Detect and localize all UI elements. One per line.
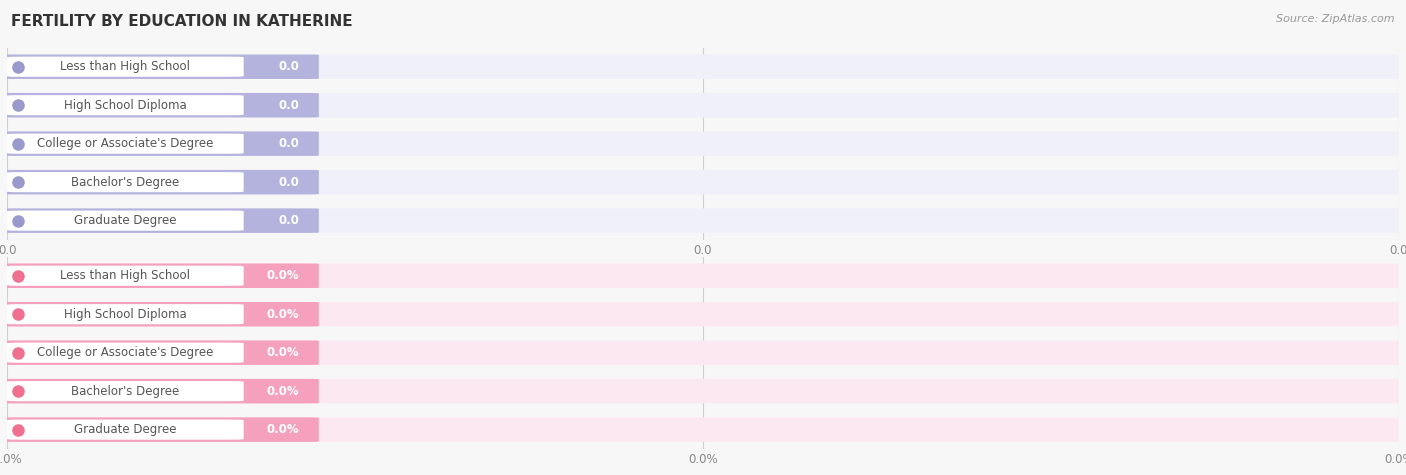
Text: Bachelor's Degree: Bachelor's Degree <box>72 385 180 398</box>
Text: High School Diploma: High School Diploma <box>63 99 187 112</box>
FancyBboxPatch shape <box>0 264 319 288</box>
FancyBboxPatch shape <box>7 304 243 324</box>
FancyBboxPatch shape <box>0 209 319 233</box>
FancyBboxPatch shape <box>7 95 243 115</box>
Text: 0.0%: 0.0% <box>267 423 299 436</box>
Text: 0.0: 0.0 <box>278 99 299 112</box>
FancyBboxPatch shape <box>7 133 243 154</box>
Text: Source: ZipAtlas.com: Source: ZipAtlas.com <box>1277 14 1395 24</box>
Text: 0.0%: 0.0% <box>267 269 299 282</box>
FancyBboxPatch shape <box>7 210 243 231</box>
Text: 0.0%: 0.0% <box>267 346 299 359</box>
FancyBboxPatch shape <box>0 379 1406 403</box>
FancyBboxPatch shape <box>7 172 243 192</box>
FancyBboxPatch shape <box>7 342 243 363</box>
Text: Graduate Degree: Graduate Degree <box>75 214 177 227</box>
Text: Bachelor's Degree: Bachelor's Degree <box>72 176 180 189</box>
Text: High School Diploma: High School Diploma <box>63 308 187 321</box>
FancyBboxPatch shape <box>0 341 319 365</box>
FancyBboxPatch shape <box>7 266 243 286</box>
Text: 0.0: 0.0 <box>278 60 299 73</box>
Text: College or Associate's Degree: College or Associate's Degree <box>37 346 214 359</box>
Text: 0.0: 0.0 <box>278 176 299 189</box>
FancyBboxPatch shape <box>0 170 1406 194</box>
FancyBboxPatch shape <box>0 379 319 403</box>
Text: 0.0%: 0.0% <box>267 308 299 321</box>
Text: College or Associate's Degree: College or Associate's Degree <box>37 137 214 150</box>
FancyBboxPatch shape <box>0 418 319 442</box>
FancyBboxPatch shape <box>7 57 243 77</box>
FancyBboxPatch shape <box>0 55 319 79</box>
FancyBboxPatch shape <box>0 418 1406 442</box>
FancyBboxPatch shape <box>0 209 1406 233</box>
FancyBboxPatch shape <box>0 302 1406 326</box>
Text: 0.0: 0.0 <box>278 214 299 227</box>
Text: FERTILITY BY EDUCATION IN KATHERINE: FERTILITY BY EDUCATION IN KATHERINE <box>11 14 353 29</box>
FancyBboxPatch shape <box>0 132 319 156</box>
FancyBboxPatch shape <box>0 302 319 326</box>
FancyBboxPatch shape <box>0 93 319 117</box>
FancyBboxPatch shape <box>7 419 243 440</box>
FancyBboxPatch shape <box>0 132 1406 156</box>
Text: Less than High School: Less than High School <box>60 60 190 73</box>
FancyBboxPatch shape <box>0 55 1406 79</box>
FancyBboxPatch shape <box>0 93 1406 117</box>
Text: 0.0%: 0.0% <box>267 385 299 398</box>
FancyBboxPatch shape <box>0 170 319 194</box>
FancyBboxPatch shape <box>0 341 1406 365</box>
FancyBboxPatch shape <box>0 264 1406 288</box>
Text: 0.0: 0.0 <box>278 137 299 150</box>
FancyBboxPatch shape <box>7 381 243 401</box>
Text: Graduate Degree: Graduate Degree <box>75 423 177 436</box>
Text: Less than High School: Less than High School <box>60 269 190 282</box>
